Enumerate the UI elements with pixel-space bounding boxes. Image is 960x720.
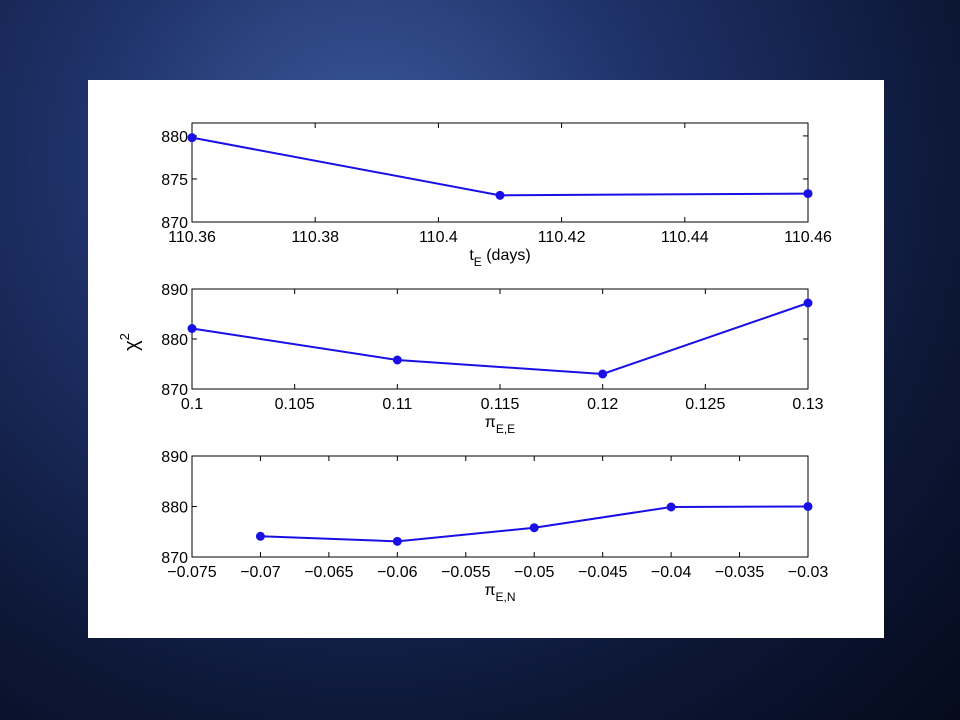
- data-point: [529, 523, 539, 533]
- data-point: [495, 190, 505, 200]
- x-tick-label: 110.4: [419, 229, 458, 246]
- series-line: [191, 136, 809, 197]
- x-tick-label: −0.045: [578, 564, 627, 581]
- y-axis-label-superscript: 2: [117, 333, 132, 340]
- x-tick-label: 110.38: [291, 229, 339, 246]
- x-tick-label: 110.44: [661, 229, 709, 246]
- x-tick-label: 0.105: [275, 396, 315, 413]
- data-point: [803, 189, 813, 199]
- x-axis-label: πE,N: [484, 582, 515, 604]
- y-tick-label: 890: [161, 282, 188, 299]
- y-tick-label: 870: [161, 215, 188, 232]
- x-tick-label: 0.13: [792, 396, 823, 413]
- x-tick-label: 110.42: [538, 229, 586, 246]
- data-point: [187, 324, 197, 333]
- subplot-2: 0.1 0.105 0.11 0.115 0.12 0.125 0.13 870 880 890 π…: [161, 282, 823, 436]
- data-point: [187, 133, 197, 143]
- x-axis-label-subscript: E,E: [496, 422, 515, 436]
- x-tick-label: 0.125: [685, 396, 725, 413]
- axes-box: [191, 288, 809, 390]
- data-point: [598, 369, 608, 379]
- series-line: [191, 302, 809, 376]
- x-tick-label: −0.03: [788, 564, 829, 581]
- x-axis-label-subscript: E: [474, 255, 482, 269]
- y-tick-label: 880: [161, 500, 188, 517]
- x-tick-label: −0.06: [377, 564, 418, 581]
- x-axis-label-symbol: t: [469, 247, 474, 264]
- subplot-1: 110.36 110.38 110.4 110.42 110.44 110.46 870 87…: [161, 122, 832, 269]
- x-tick-label: −0.05: [514, 564, 555, 581]
- data-point: [803, 502, 813, 511]
- data-point: [255, 531, 265, 541]
- x-tick-label: −0.075: [167, 564, 216, 581]
- y-axis-label-symbol: χ: [121, 340, 143, 351]
- y-tick-label: 870: [161, 382, 188, 399]
- data-point: [803, 298, 813, 308]
- x-tick-label: −0.035: [715, 564, 764, 581]
- chi-squared-chart: 110.36 110.38 110.4 110.42 110.44 110.46 870 87…: [117, 122, 832, 604]
- data-point: [392, 536, 402, 546]
- y-axis-label: χ2: [117, 333, 143, 351]
- y-tick-label: 880: [161, 129, 188, 146]
- subplot-3: −0.075 −0.07 −0.065 −0.06 −0.055 −0.05 −0.045 −…: [161, 449, 828, 604]
- x-tick-label: 0.12: [587, 396, 618, 413]
- x-axis-label: πE,E: [485, 414, 515, 436]
- y-tick-label: 890: [161, 449, 188, 466]
- data-point: [392, 355, 402, 365]
- x-axis-label-subscript: E,N: [496, 590, 516, 604]
- x-tick-label: 0.1: [181, 396, 203, 413]
- y-axis-label-text: χ2: [117, 333, 143, 351]
- x-axis-label-symbol: π: [485, 414, 496, 431]
- y-tick-label: 870: [161, 550, 188, 567]
- x-axis-label-units: (days): [482, 247, 531, 264]
- figure-panel: 110.36 110.38 110.4 110.42 110.44 110.46 870 87…: [88, 80, 884, 638]
- x-axis-label: tE (days): [469, 247, 530, 269]
- data-point: [666, 502, 676, 512]
- x-tick-label: 110.46: [784, 229, 832, 246]
- x-tick-label: −0.07: [240, 564, 281, 581]
- y-tick-label: 880: [161, 332, 188, 349]
- x-axis-label-symbol: π: [484, 582, 495, 599]
- x-tick-label: 0.11: [382, 396, 412, 413]
- axes-box: [191, 122, 809, 223]
- x-tick-label: −0.04: [651, 564, 692, 581]
- x-tick-label: 110.36: [168, 229, 216, 246]
- y-tick-label: 875: [161, 172, 188, 189]
- x-tick-label: −0.065: [304, 564, 353, 581]
- x-tick-label: −0.055: [441, 564, 490, 581]
- x-tick-label: 0.115: [481, 396, 520, 413]
